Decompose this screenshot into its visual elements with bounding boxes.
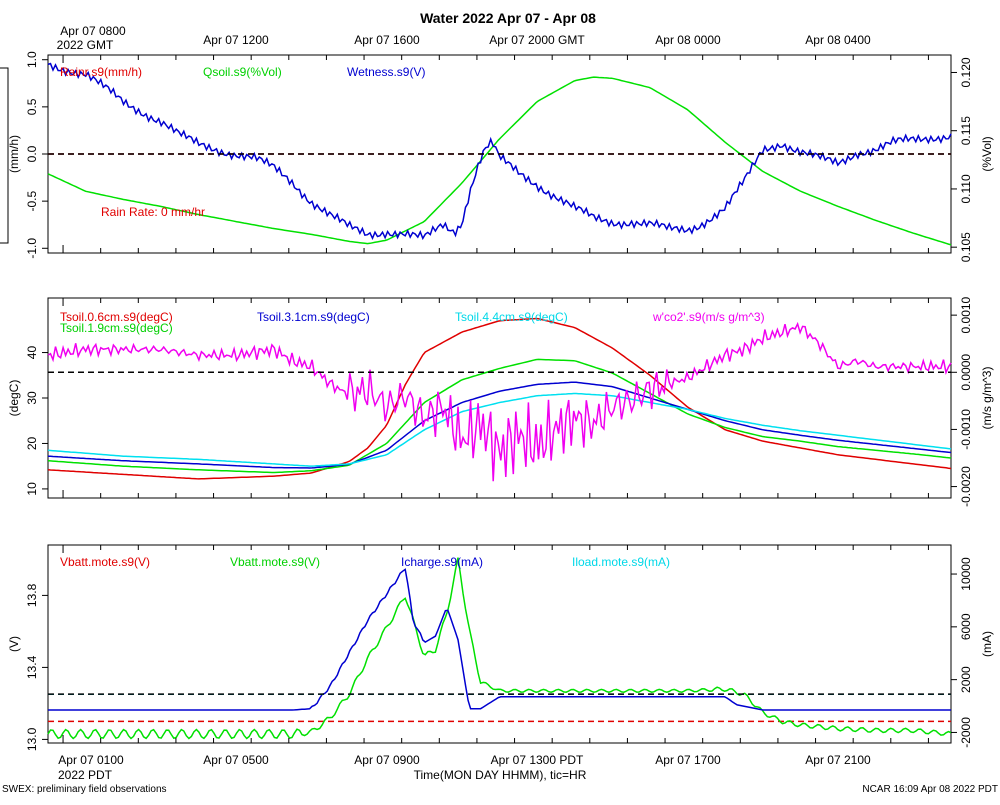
footer-left: SWEX: preliminary field observations (2, 784, 167, 795)
panel-rain-soil-moisture: -1.0 -0.5 0.0 0.5 1.0 0.105 0.110 0.115 0.120 Ra… (7, 51, 994, 262)
legend-vbatt-green: Vbatt.mote.s9(V) (230, 555, 320, 569)
panel-battery: 13.0 13.4 13.8 -2000 2000 6000 10000 Vbatt.mot… (7, 544, 994, 751)
y-tick-label-left: 30 (25, 391, 39, 405)
top-tick-label: Apr 07 1200 (203, 33, 269, 47)
legend-wetness: Wetness.s9(V) (347, 65, 425, 79)
y-tick-label-right: 0.110 (959, 174, 973, 203)
y-tick-label-right: 0.115 (959, 116, 973, 145)
legend-tsoil-0-6cm: Tsoil.0.6cm.s9(degC) (60, 310, 173, 324)
bottom-tick-label: Apr 07 0500 (203, 753, 269, 767)
legend-icharge: Icharge.s9(mA) (401, 555, 483, 569)
legend-tsoil-1-9cm: Tsoil.1.9cm.s9(degC) (60, 321, 173, 335)
ylabel-right: (mA) (980, 631, 994, 657)
y-tick-label-right: -0.0010 (959, 409, 973, 450)
ylabel-left: (V) (7, 636, 21, 652)
y-tick-label-left: 13.0 (25, 727, 39, 751)
chart-title: Water 2022 Apr 07 - Apr 08 (420, 10, 596, 26)
ticks-layer: 13.0 13.4 13.8 -2000 2000 6000 10000 (25, 545, 973, 751)
y-tick-label-right: -0.0020 (959, 466, 973, 507)
bottom-tick-label: Apr 07 1300 PDT (491, 753, 584, 767)
bottom-tick-label: Apr 07 2100 (805, 753, 871, 767)
legend-qsoil: Qsoil.s9(%Vol) (203, 65, 282, 79)
ylabel-left: (degC) (7, 380, 21, 417)
bottom-axis-sublabel: 2022 PDT (58, 768, 113, 782)
y-tick-label-right: 0.120 (959, 57, 973, 87)
y-tick-label-right: 6000 (959, 613, 973, 640)
top-axis-labels: Apr 07 0800 Apr 07 1200 Apr 07 1600 Apr … (57, 24, 871, 52)
y-tick-label-left: 1.0 (25, 51, 39, 68)
footer-right: NCAR 16:09 Apr 08 2022 PDT (862, 784, 998, 795)
series-line-magenta (47, 321, 952, 482)
bottom-tick-label: Apr 07 0100 (58, 753, 124, 767)
legend-tsoil-3-1cm: Tsoil.3.1cm.s9(degC) (257, 310, 370, 324)
legend-iload: Iload.mote.s9(mA) (572, 555, 670, 569)
panel-frame (47, 297, 952, 499)
top-axis-sublabel: 2022 GMT (57, 38, 114, 52)
panel-soil-temperature-co2: 10 20 30 40 -0.0020 -0.0010 0.0000 0.0010 Tsoil… (7, 296, 994, 506)
series-line-green (47, 358, 952, 474)
legend-vbatt-red: Vbatt.mote.s9(V) (60, 555, 150, 569)
top-tick-label: Apr 08 0000 (655, 33, 721, 47)
y-tick-label-left: 0.0 (25, 145, 39, 162)
top-tick-label: Apr 08 0400 (805, 33, 871, 47)
ticks-layer: 10 20 30 40 -0.0020 -0.0010 0.0000 0.0010 (25, 296, 973, 506)
series-line-blue (47, 381, 952, 469)
y-tick-label-right: -2000 (959, 717, 973, 748)
y-tick-label-left: 13.8 (25, 583, 39, 607)
bottom-axis-labels: Apr 07 0100 Apr 07 0500 Apr 07 0900 Apr … (58, 753, 871, 782)
series-layer (47, 317, 952, 482)
legend-tsoil-4-4cm: Tsoil.4.4cm.s9(degC) (455, 310, 568, 324)
ylabel-right: (m/s g/m^3) (980, 367, 994, 430)
series-line-cyan (47, 392, 952, 467)
x-axis-label: Time(MON DAY HHMM), tic=HR (414, 768, 587, 782)
legend-wco2: w'co2'.s9(m/s g/m^3) (652, 310, 765, 324)
top-tick-label: Apr 07 0800 (60, 24, 126, 38)
y-tick-label-right: 10000 (959, 557, 973, 591)
series-line-green (47, 557, 952, 740)
y-tick-label-left: 20 (25, 436, 39, 450)
series-layer (47, 557, 952, 740)
y-tick-label-right: 2000 (959, 666, 973, 693)
y-tick-label-left: -1.0 (25, 238, 39, 259)
y-tick-label-left: 0.5 (25, 98, 39, 115)
series-line-green (47, 76, 952, 246)
series-layer (47, 62, 952, 246)
y-tick-label-right: 0.105 (959, 232, 973, 262)
y-tick-label-left: 40 (25, 346, 39, 360)
top-tick-label: Apr 07 1600 (354, 33, 420, 47)
y-tick-label-left: -0.5 (25, 190, 39, 211)
ylabel-left: (mm/h) (7, 135, 21, 173)
series-line-red (47, 317, 952, 480)
ticks-layer: -1.0 -0.5 0.0 0.5 1.0 0.105 0.110 0.115 0.120 (25, 51, 973, 262)
y-tick-label-left: 13.4 (25, 655, 39, 679)
series-line-blue (48, 568, 951, 711)
panel-frame (47, 544, 952, 744)
top-tick-label: Apr 07 2000 GMT (489, 33, 585, 47)
rain-rate-annotation: Rain Rate: 0 mm/hr (101, 205, 205, 219)
y-tick-label-right: 0.0010 (959, 296, 973, 333)
y-tick-label-right: 0.0000 (959, 354, 973, 391)
y-tick-label-left: 10 (25, 482, 39, 496)
bottom-tick-label: Apr 07 0900 (354, 753, 420, 767)
bottom-tick-label: Apr 07 1700 (655, 753, 721, 767)
ylabel-right: (%Vol) (980, 136, 994, 171)
cropped-frame (0, 67, 9, 244)
legend-rainr: Rainr.s9(mm/h) (60, 65, 142, 79)
